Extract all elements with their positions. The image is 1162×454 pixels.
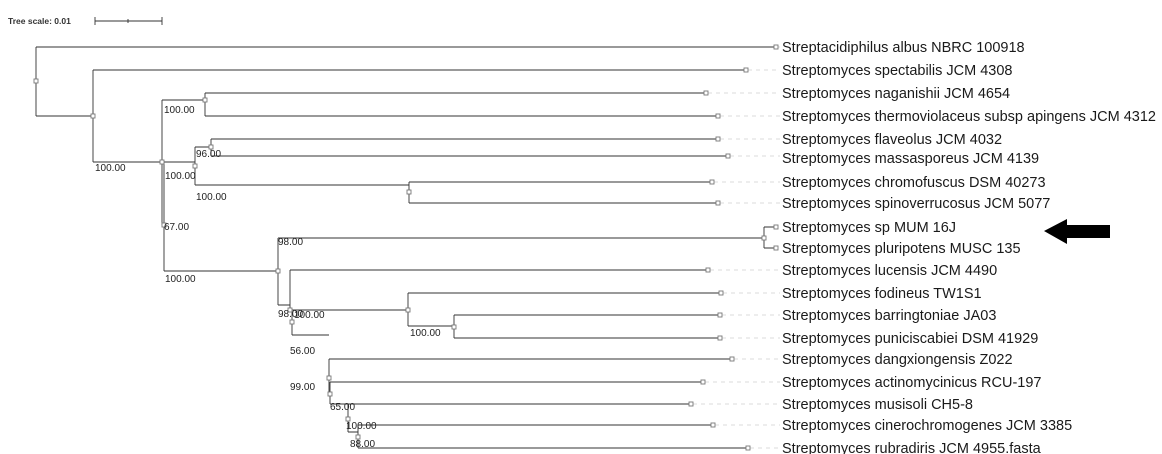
leaf-label: Streptomyces flaveolus JCM 4032 bbox=[782, 132, 1002, 148]
edge-node-cinerochromogenes bbox=[357, 424, 748, 449]
edge-node-barringtoniae bbox=[453, 314, 720, 339]
edge-node-l bbox=[329, 381, 703, 405]
highlight-arrow-icon bbox=[1044, 219, 1110, 244]
leaf-label: Streptomyces actinomycinicus RCU-197 bbox=[782, 375, 1041, 391]
support-values: 100.00 100.00 96.00 100.00 100.00 67.00 … bbox=[95, 105, 441, 450]
leaf-label: Streptomyces thermoviolaceus subsp aping… bbox=[782, 109, 1156, 125]
edge-node-e bbox=[194, 146, 409, 186]
edge-node-m bbox=[347, 403, 691, 433]
support-value: 56.00 bbox=[290, 346, 315, 357]
support-value: 100.00 bbox=[410, 328, 441, 339]
tree-scale-label: Tree scale: 0.01 bbox=[8, 16, 71, 26]
support-value: 100.00 bbox=[95, 163, 126, 174]
support-value: 100.00 bbox=[196, 192, 227, 203]
leaf-label: Streptomyces musisoli CH5-8 bbox=[782, 397, 973, 413]
support-value: 88.00 bbox=[350, 439, 375, 450]
leaf-label: Streptacidiphilus albus NBRC 100918 bbox=[782, 40, 1025, 56]
edge-node-b bbox=[161, 99, 205, 226]
leaf-label: Streptomyces pluripotens MUSC 135 bbox=[782, 241, 1021, 257]
support-value: 67.00 bbox=[164, 222, 189, 233]
edge-root bbox=[35, 46, 776, 117]
support-value: 100.00 bbox=[164, 105, 195, 116]
edge-node-c bbox=[163, 161, 278, 272]
edge-node-chromofuscus bbox=[408, 181, 718, 204]
leaf-label: Streptomyces chromofuscus DSM 40273 bbox=[782, 175, 1046, 191]
edge-node-naganishii bbox=[204, 92, 718, 117]
edge-node-h bbox=[289, 269, 708, 311]
leaf-label: Streptomyces barringtoniae JA03 bbox=[782, 308, 996, 324]
leaf-label: Streptomyces cinerochromogenes JCM 3385 bbox=[782, 418, 1072, 434]
edge-node-flaveolus bbox=[210, 138, 728, 157]
support-value: 100.00 bbox=[346, 421, 377, 432]
support-value: 65.00 bbox=[330, 402, 355, 413]
leaf-labels: Streptacidiphilus albus NBRC 100918 Stre… bbox=[782, 40, 1156, 454]
leaf-guides bbox=[693, 46, 780, 449]
tree-scale: Tree scale: 0.01 bbox=[8, 16, 163, 26]
leaf-label: Streptomyces spectabilis JCM 4308 bbox=[782, 63, 1013, 79]
support-value: 100.00 bbox=[165, 171, 196, 182]
support-value: 98.00 bbox=[278, 309, 303, 320]
leaf-label: Streptomyces lucensis JCM 4490 bbox=[782, 263, 997, 279]
leaf-label: Streptomyces rubradiris JCM 4955.fasta bbox=[782, 441, 1042, 454]
support-value: 96.00 bbox=[196, 149, 221, 160]
edge-node-fodineus bbox=[407, 292, 721, 327]
leaf-label: Streptomyces puniciscabiei DSM 41929 bbox=[782, 331, 1038, 347]
leaf-label: Streptomyces massasporeus JCM 4139 bbox=[782, 151, 1039, 167]
tree-edges bbox=[35, 46, 776, 449]
leaf-label: Streptomyces fodineus TW1S1 bbox=[782, 286, 982, 302]
edge-node-k bbox=[328, 358, 732, 396]
leaf-label-highlighted: Streptomyces sp MUM 16J bbox=[782, 220, 956, 236]
leaf-label: Streptomyces dangxiongensis Z022 bbox=[782, 352, 1013, 368]
support-value: 98.00 bbox=[278, 237, 303, 248]
node-markers bbox=[33, 44, 779, 451]
edge-node-g bbox=[277, 237, 764, 306]
support-value: 100.00 bbox=[294, 310, 325, 321]
leaf-label: Streptomyces naganishii JCM 4654 bbox=[782, 86, 1010, 102]
support-value: 99.00 bbox=[290, 382, 315, 393]
leaf-label: Streptomyces spinoverrucosus JCM 5077 bbox=[782, 196, 1050, 212]
support-value: 100.00 bbox=[165, 274, 196, 285]
